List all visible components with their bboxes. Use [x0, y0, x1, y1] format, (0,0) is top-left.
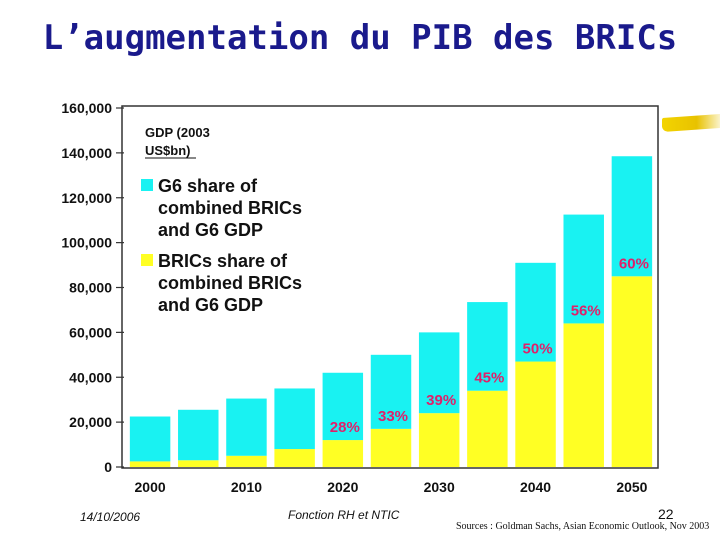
y-tick-label: 100,000	[61, 235, 112, 251]
source-note: Sources : Goldman Sachs, Asian Economic …	[456, 521, 710, 532]
x-tick-label: 2030	[424, 479, 455, 495]
page-number: 22	[658, 506, 674, 522]
x-tick-label: 2010	[231, 479, 262, 495]
share-label-2030: 39%	[426, 392, 456, 409]
y-tick-label: 140,000	[61, 145, 112, 161]
legend-g6-line2: combined BRICs	[158, 198, 302, 218]
y-tick-label: 120,000	[61, 190, 112, 206]
bar-g6-2050	[611, 156, 653, 277]
bar-g6-2005	[178, 409, 219, 461]
legend-brics-line3: and G6 GDP	[158, 295, 263, 315]
share-label-2050: 60%	[619, 255, 649, 272]
bar-brics-2025	[370, 428, 412, 467]
share-label-2045: 56%	[571, 302, 601, 319]
bar-brics-2000	[129, 461, 171, 467]
legend-brics-line2: combined BRICs	[158, 273, 302, 293]
bar-g6-2025	[370, 354, 412, 429]
y-tick-label: 160,000	[61, 100, 112, 116]
share-label-2040: 50%	[523, 341, 553, 358]
y-tick-label: 0	[104, 459, 112, 475]
bar-brics-2045	[563, 323, 604, 467]
legend-brics-swatch	[141, 254, 153, 266]
bar-brics-2040	[515, 361, 556, 467]
y-tick-label: 60,000	[69, 324, 112, 340]
share-label-2035: 45%	[474, 370, 504, 387]
legend-title-line2: US$bn)	[145, 143, 191, 158]
y-tick-label: 20,000	[69, 414, 112, 430]
bar-brics-2050	[611, 276, 653, 467]
y-tick-label: 80,000	[69, 280, 112, 296]
bar-brics-2035	[467, 390, 508, 467]
legend-g6-line3: and G6 GDP	[158, 220, 263, 240]
y-tick-label: 40,000	[69, 369, 112, 385]
legend-g6-line1: G6 share of	[158, 176, 258, 196]
bar-g6-2000	[129, 416, 171, 462]
share-label-2020: 28%	[330, 419, 360, 436]
y-tick-labels: 0 20,000 40,000 60,000 80,000 100,000 120,000 1…	[61, 100, 112, 475]
legend: GDP (2003 US$bn) G6 share of combined BR…	[141, 125, 302, 315]
x-tick-labels: 2000 2010 2020 2030 2040 2050	[135, 479, 648, 495]
bar-brics-2030	[418, 413, 460, 467]
bar-g6-2040	[515, 262, 556, 362]
legend-title-line1: GDP (2003	[145, 125, 210, 140]
bar-g6-2010	[226, 398, 267, 456]
bar-g6-2030	[418, 332, 460, 414]
bar-brics-2015	[274, 449, 315, 467]
bar-g6-2035	[467, 302, 508, 391]
footer-date: 14/10/2006	[80, 510, 141, 524]
legend-brics-line1: BRICs share of	[158, 251, 288, 271]
bar-brics-2005	[178, 460, 219, 467]
x-tick-label: 2050	[616, 479, 647, 495]
x-tick-label: 2040	[520, 479, 551, 495]
bar-series	[129, 156, 653, 467]
footer-center-text: Fonction RH et NTIC	[288, 508, 400, 522]
y-axis-ticks	[116, 107, 124, 468]
share-labels: 28% 33% 39% 45% 50% 56% 60%	[330, 255, 649, 436]
bar-brics-2020	[322, 440, 364, 467]
x-tick-label: 2020	[327, 479, 358, 495]
x-tick-label: 2000	[135, 479, 166, 495]
legend-g6-swatch	[141, 179, 153, 191]
bar-g6-2020	[322, 372, 364, 441]
bar-brics-2010	[226, 455, 267, 467]
slide-title: L’augmentation du PIB des BRICs	[42, 18, 678, 58]
share-label-2025: 33%	[378, 408, 408, 425]
bar-g6-2045	[563, 214, 604, 324]
bar-g6-2015	[274, 388, 315, 450]
